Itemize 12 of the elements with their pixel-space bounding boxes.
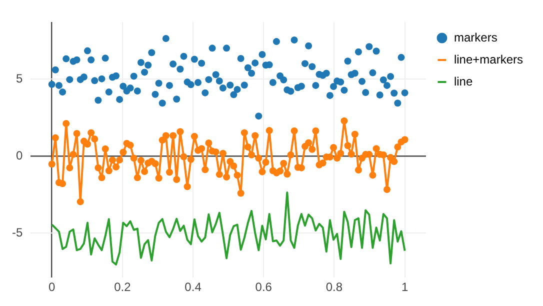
x-tick-label: 0.4 [184,280,202,294]
x-tick-label: 1 [401,280,408,294]
y-tick-label: 0 [16,148,23,162]
legend-label: line+markers [454,52,524,66]
legend-label: markers [454,30,498,44]
legend-label: line [454,74,473,88]
y-tick-label: -5 [12,225,23,240]
x-tick-label: 0.2 [114,280,132,294]
y-tick-label: 5 [16,71,23,86]
x-tick-label: 0.8 [326,280,343,294]
x-tick-label: 0.6 [255,280,272,294]
x-tick-label: 0 [48,280,56,294]
